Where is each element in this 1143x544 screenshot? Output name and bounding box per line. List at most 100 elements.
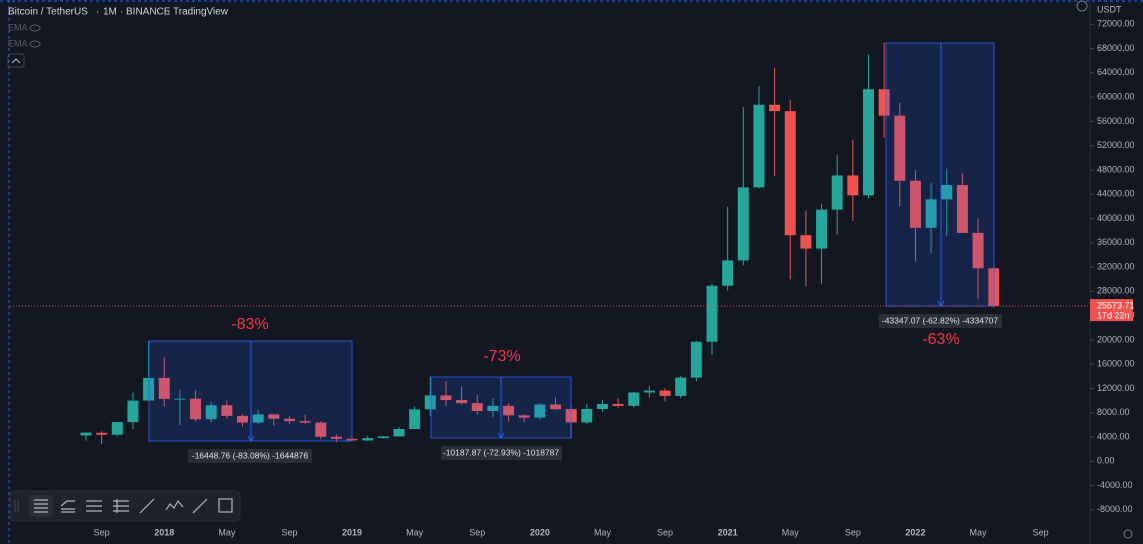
indicator[interactable]: EMA <box>8 22 28 32</box>
tool-icon[interactable] <box>34 499 48 513</box>
candle-body <box>393 429 405 437</box>
x-tick-label: 2018 <box>154 527 174 537</box>
y-tick-label: 68000.00 <box>1097 43 1135 53</box>
settings-icon[interactable] <box>1123 529 1133 539</box>
x-tick-label: 2021 <box>718 527 738 537</box>
candle-body <box>628 392 640 406</box>
grip[interactable] <box>14 500 19 512</box>
y-tick-label: 36000.00 <box>1097 237 1135 247</box>
candle-body <box>800 235 812 249</box>
last-price-bg <box>1090 299 1133 322</box>
candle-body <box>440 395 452 401</box>
x-tick-label: 2022 <box>905 527 925 537</box>
candle-body <box>315 422 327 437</box>
candle-body <box>456 400 468 404</box>
measure-label-bg <box>188 449 312 463</box>
measure-label-bg <box>441 446 562 460</box>
candle-body <box>80 432 92 436</box>
candle-body <box>534 404 546 418</box>
candle-body <box>675 377 687 396</box>
candle-body <box>96 432 108 435</box>
candle-body <box>377 436 389 439</box>
y-tick-label: 40000.00 <box>1097 213 1135 223</box>
y-tick-label: 60000.00 <box>1097 91 1135 101</box>
tool-icon[interactable] <box>86 500 102 512</box>
candle-body <box>190 398 202 420</box>
drawdown-label: -63% <box>922 331 959 348</box>
x-tick-label: May <box>218 527 236 537</box>
y-tick-label: -4000.00 <box>1097 480 1133 490</box>
candle-body <box>424 395 436 410</box>
candle-body <box>925 199 937 228</box>
interval: 1M <box>103 7 117 18</box>
measure-box <box>885 42 995 307</box>
candle-body <box>909 180 921 228</box>
y-axis-label: USDT <box>1097 4 1122 14</box>
candle-body <box>643 390 655 393</box>
x-tick-label: May <box>406 527 424 537</box>
chevron <box>11 58 21 64</box>
sep: · <box>96 7 99 18</box>
tool-icon[interactable] <box>218 498 233 513</box>
y-tick-label: 4000.00 <box>1097 431 1130 441</box>
sep: · <box>167 7 170 18</box>
eye-icon[interactable] <box>29 24 41 32</box>
candle-body <box>111 422 123 435</box>
symbol: Bitcoin / TetherUS <box>8 7 88 18</box>
countdown: 17d 22h <box>1097 310 1130 320</box>
candle-body <box>769 104 781 112</box>
candle-body <box>471 403 483 411</box>
y-tick-label: 64000.00 <box>1097 67 1135 77</box>
candle-body <box>894 115 906 181</box>
source: TradingView <box>173 7 229 18</box>
candle-body <box>737 187 749 261</box>
candle-body <box>581 408 593 423</box>
y-tick-label: 28000.00 <box>1097 286 1135 296</box>
candle-body <box>706 285 718 342</box>
tool-icon[interactable] <box>165 499 184 511</box>
candle-body <box>784 111 796 236</box>
candle-body <box>518 415 530 418</box>
candle-body <box>503 405 515 416</box>
candle-body <box>237 415 248 423</box>
drawdown-label: -83% <box>231 316 268 333</box>
eye-icon[interactable] <box>29 40 41 48</box>
x-tick-label: May <box>970 527 988 537</box>
candle-body <box>878 89 890 116</box>
candle-body <box>722 260 734 286</box>
last-price-label: 25573.71 <box>1097 300 1135 310</box>
candle-body <box>174 398 186 400</box>
tool-icon[interactable] <box>60 500 75 513</box>
candle-body <box>252 414 264 423</box>
y-tick-label: 20000.00 <box>1097 334 1135 344</box>
candle-body <box>847 175 859 196</box>
candle-body <box>409 409 421 430</box>
candle-body <box>487 405 499 411</box>
x-tick-label: Sep <box>657 527 673 537</box>
y-tick-label: 56000.00 <box>1097 116 1135 126</box>
candle-body <box>205 405 217 420</box>
y-tick-label: 72000.00 <box>1097 19 1135 29</box>
settings-icon[interactable] <box>1076 0 1088 12</box>
tool-button[interactable] <box>29 495 53 517</box>
candle-body <box>972 232 984 269</box>
x-tick-label: Sep <box>281 527 297 537</box>
tool-icon[interactable] <box>192 498 208 514</box>
measure-label-bg <box>879 314 1002 328</box>
candle-body <box>299 421 311 423</box>
tool-icon[interactable] <box>139 498 155 514</box>
collapse-button[interactable] <box>7 53 25 68</box>
arrow-head <box>497 432 505 439</box>
arrow-head <box>247 435 255 442</box>
measure-label: -43347.07 (-62.82%) -4334707 <box>882 315 999 325</box>
candle-body <box>362 438 374 441</box>
y-tick-label: 16000.00 <box>1097 359 1135 369</box>
candle-body <box>863 89 874 196</box>
candle-body <box>816 209 828 249</box>
candle-body <box>330 436 342 439</box>
candle-body <box>831 175 843 210</box>
tool-icon[interactable] <box>113 499 129 513</box>
candle-body <box>612 403 624 406</box>
indicator[interactable]: EMA <box>8 38 28 48</box>
